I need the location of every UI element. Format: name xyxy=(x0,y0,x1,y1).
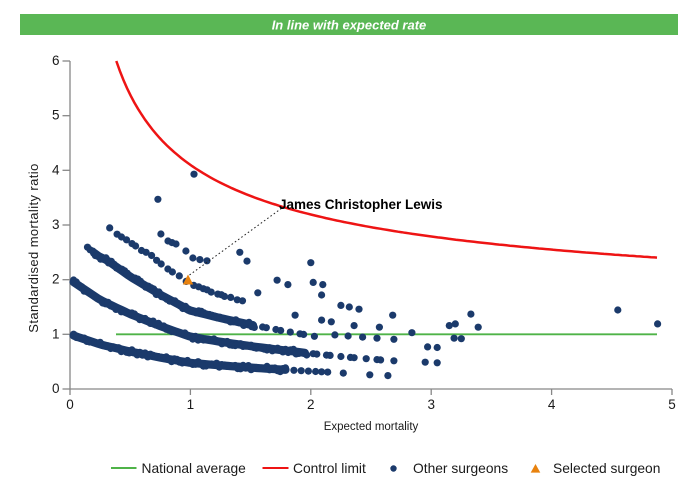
svg-text:James Christopher Lewis: James Christopher Lewis xyxy=(279,197,443,212)
svg-text:Expected mortality: Expected mortality xyxy=(324,421,419,433)
svg-text:5: 5 xyxy=(668,397,676,412)
svg-text:National average: National average xyxy=(142,461,247,476)
svg-text:Selected surgeon: Selected surgeon xyxy=(553,461,660,476)
svg-text:2: 2 xyxy=(52,272,60,287)
svg-text:1: 1 xyxy=(52,326,60,341)
svg-text:4: 4 xyxy=(548,397,556,412)
svg-text:In line with expected rate: In line with expected rate xyxy=(272,18,427,33)
svg-text:5: 5 xyxy=(52,108,60,123)
svg-text:0: 0 xyxy=(52,381,60,396)
svg-text:2: 2 xyxy=(307,397,315,412)
svg-text:Standardised mortality ratio: Standardised mortality ratio xyxy=(26,163,41,332)
svg-text:4: 4 xyxy=(52,162,60,177)
svg-text:3: 3 xyxy=(427,397,435,412)
svg-text:3: 3 xyxy=(52,217,60,232)
svg-text:Other surgeons: Other surgeons xyxy=(413,461,508,476)
svg-text:1: 1 xyxy=(187,397,195,412)
svg-text:0: 0 xyxy=(66,397,74,412)
svg-text:6: 6 xyxy=(52,53,60,68)
svg-text:Control limit: Control limit xyxy=(293,461,366,476)
